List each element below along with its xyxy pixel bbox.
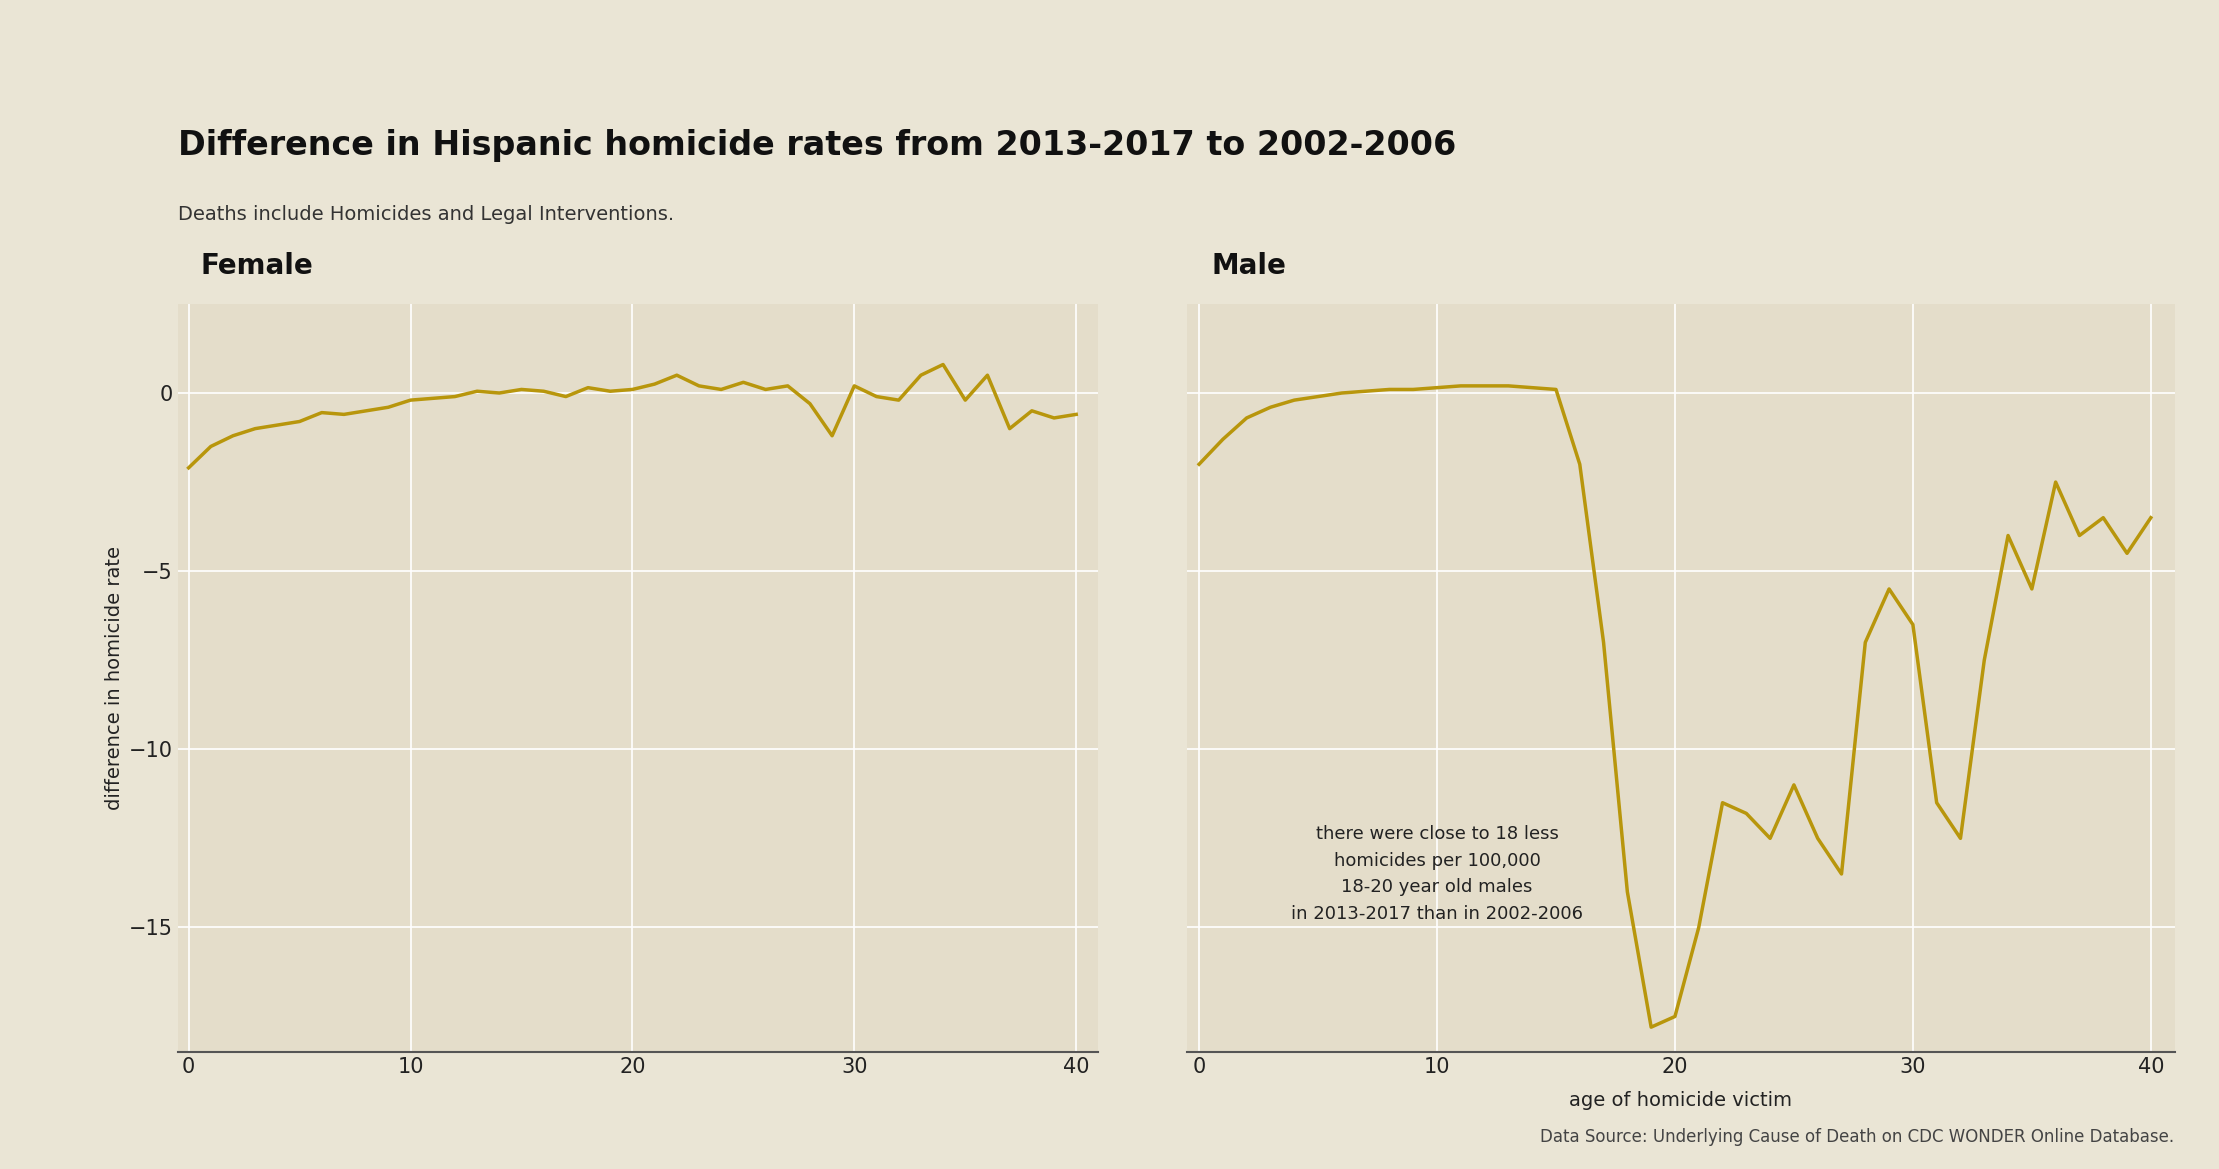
Text: Difference in Hispanic homicide rates from 2013-2017 to 2002-2006: Difference in Hispanic homicide rates fr… [178, 129, 1456, 161]
Text: Deaths include Homicides and Legal Interventions.: Deaths include Homicides and Legal Inter… [178, 205, 675, 223]
X-axis label: age of homicide victim: age of homicide victim [1569, 1091, 1793, 1109]
Y-axis label: difference in homicide rate: difference in homicide rate [104, 546, 124, 810]
Text: there were close to 18 less
homicides per 100,000
18-20 year old males
in 2013-2: there were close to 18 less homicides pe… [1291, 825, 1582, 922]
Text: Data Source: Underlying Cause of Death on CDC WONDER Online Database.: Data Source: Underlying Cause of Death o… [1540, 1128, 2175, 1146]
Text: Male: Male [1212, 253, 1287, 279]
Text: Female: Female [200, 253, 313, 279]
